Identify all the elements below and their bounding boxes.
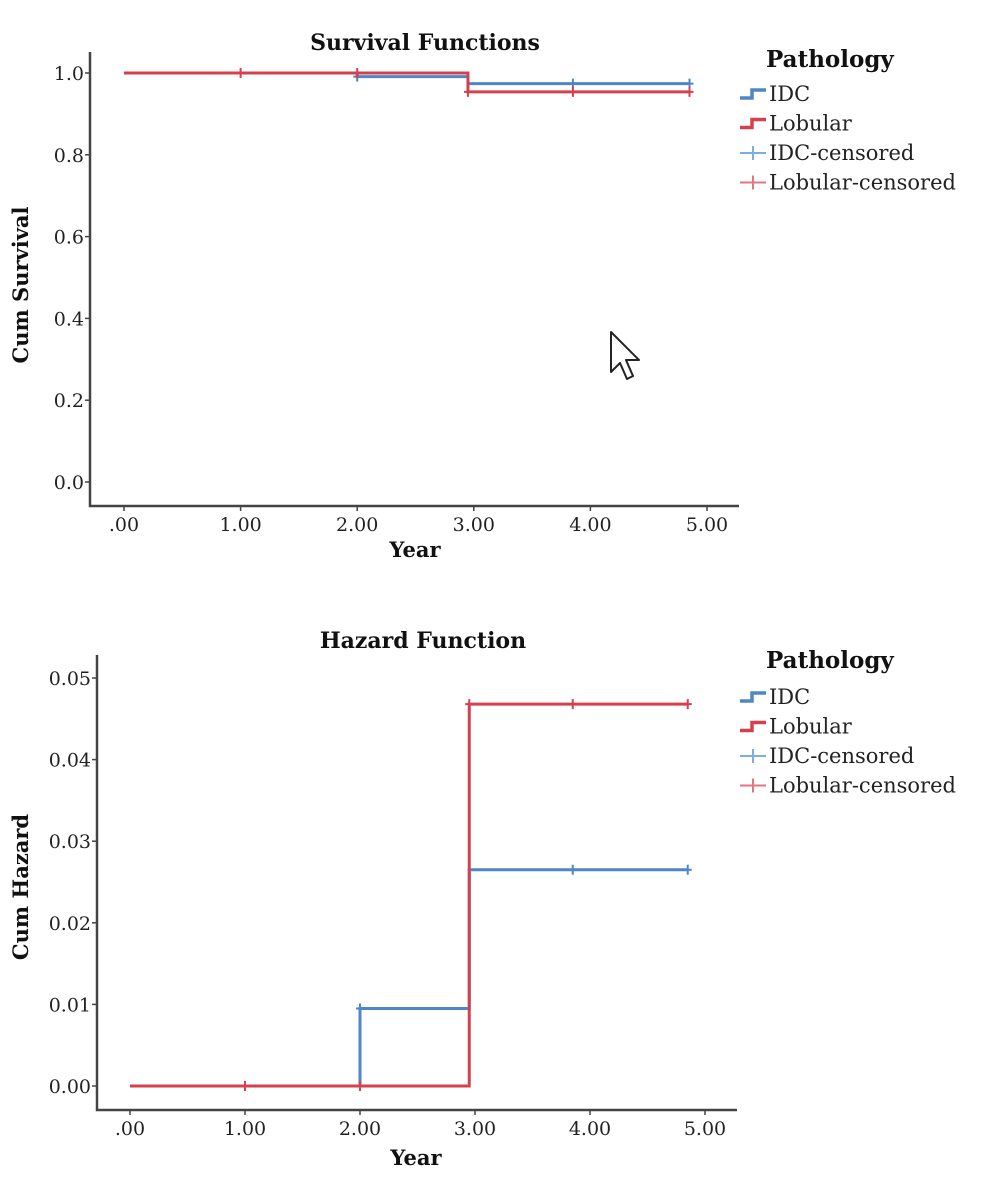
y-tick-label: 0.0	[54, 472, 84, 494]
legend-swatch-line	[740, 720, 766, 733]
censor-mark-lobular	[683, 699, 692, 710]
legend-entry: Lobular	[769, 715, 853, 739]
legend-swatch-censor	[740, 778, 766, 793]
series-line-lobular	[124, 71, 690, 94]
x-tick-label: 5.00	[686, 514, 728, 536]
series-line-idc	[130, 868, 688, 1088]
x-tick-label: 5.00	[684, 1118, 726, 1140]
legend-swatch-censor	[740, 146, 766, 160]
x-tick-label: 4.00	[569, 514, 611, 536]
legend-entry: IDC	[769, 685, 810, 709]
axes	[92, 655, 737, 1115]
y-tick-label: 0.4	[54, 308, 84, 330]
x-tick-label: 3.00	[454, 1118, 496, 1140]
chart-title: Hazard Function	[320, 628, 526, 654]
x-tick-label: 3.00	[453, 514, 495, 536]
legend: Pathology IDC Lobular IDC-censored Lobular-…	[740, 647, 956, 798]
legend-swatch-line	[740, 88, 766, 100]
tick-labels: .00 1.00 2.00 3.00 4.00 5.00 0.0 0.2 0.4 0.6 0.8 1.…	[54, 63, 728, 536]
censor-mark-lobular	[465, 699, 474, 710]
censor-mark-idc	[356, 1003, 364, 1014]
legend: Pathology IDC Lobular IDC-censored Lobular-…	[740, 46, 956, 195]
legend-swatch-line	[740, 691, 766, 703]
x-axis-label: Year	[388, 537, 441, 562]
censor-mark-lobular	[236, 68, 245, 78]
mouse-pointer-icon	[610, 331, 640, 380]
y-tick-label: 1.0	[54, 63, 84, 85]
legend-entry: IDC-censored	[769, 744, 914, 768]
series-lines	[130, 699, 692, 1091]
y-tick-label: 0.01	[49, 994, 91, 1016]
y-axis-label: Cum Survival	[8, 206, 33, 363]
y-tick-label: 0.8	[54, 145, 84, 167]
series-line-lobular	[130, 702, 688, 1088]
legend-entry: IDC-censored	[769, 141, 914, 165]
legend-swatch-line	[740, 117, 766, 130]
censor-mark-lobular	[568, 86, 577, 97]
survival-chart: Survival Functions Cum Survival Year .00…	[8, 30, 956, 562]
axis-line	[88, 52, 739, 508]
legend-items: IDC Lobular IDC-censored Lobular-censored	[740, 685, 956, 798]
x-tick-label: .00	[115, 1118, 145, 1140]
legend-entry: Lobular	[769, 112, 853, 136]
y-tick-label: 0.6	[54, 227, 84, 249]
hazard-chart: Hazard Function Cum Hazard Year .00 1.00 2…	[8, 628, 956, 1170]
legend-title: Pathology	[766, 46, 894, 73]
x-tick-label: 4.00	[569, 1118, 611, 1140]
x-tick-label: .00	[109, 514, 139, 536]
x-axis-label: Year	[389, 1145, 442, 1170]
x-tick-label: 2.00	[339, 1118, 381, 1140]
legend-swatch-censor	[740, 749, 766, 763]
legend-entry: Lobular-censored	[769, 171, 956, 195]
censor-mark-lobular	[463, 86, 472, 97]
legend-entry: IDC	[769, 82, 810, 106]
censor-mark-lobular	[356, 1081, 364, 1091]
x-tick-label: 2.00	[336, 514, 378, 536]
axes	[85, 52, 739, 511]
legend-title: Pathology	[766, 647, 894, 674]
legend-entry: Lobular-censored	[769, 774, 956, 798]
y-tick-label: 0.2	[54, 390, 84, 412]
censor-mark-lobular	[568, 699, 577, 710]
series-lines	[124, 68, 694, 97]
y-tick-label: 0.03	[49, 831, 91, 853]
legend-items: IDC Lobular IDC-censored Lobular-censored	[740, 82, 956, 195]
axis-line	[95, 655, 737, 1112]
censor-mark-idc	[568, 864, 577, 875]
y-axis-label: Cum Hazard	[8, 814, 33, 961]
chart-title: Survival Functions	[310, 30, 540, 56]
censor-mark-lobular	[353, 68, 362, 78]
x-tick-label: 1.00	[224, 1118, 266, 1140]
legend-swatch-censor	[740, 175, 766, 190]
censor-mark-lobular	[685, 86, 694, 97]
censor-mark-lobular	[241, 1081, 249, 1091]
censor-mark-idc	[683, 864, 692, 875]
tick-labels: .00 1.00 2.00 3.00 4.00 5.00 0.00 0.01 0.02 0.03 0…	[49, 668, 726, 1140]
y-tick-label: 0.00	[49, 1076, 91, 1098]
x-tick-label: 1.00	[219, 514, 261, 536]
y-tick-label: 0.04	[49, 750, 91, 772]
y-tick-label: 0.05	[49, 668, 91, 690]
y-tick-label: 0.02	[49, 913, 91, 935]
series-line-idc	[124, 71, 690, 86]
